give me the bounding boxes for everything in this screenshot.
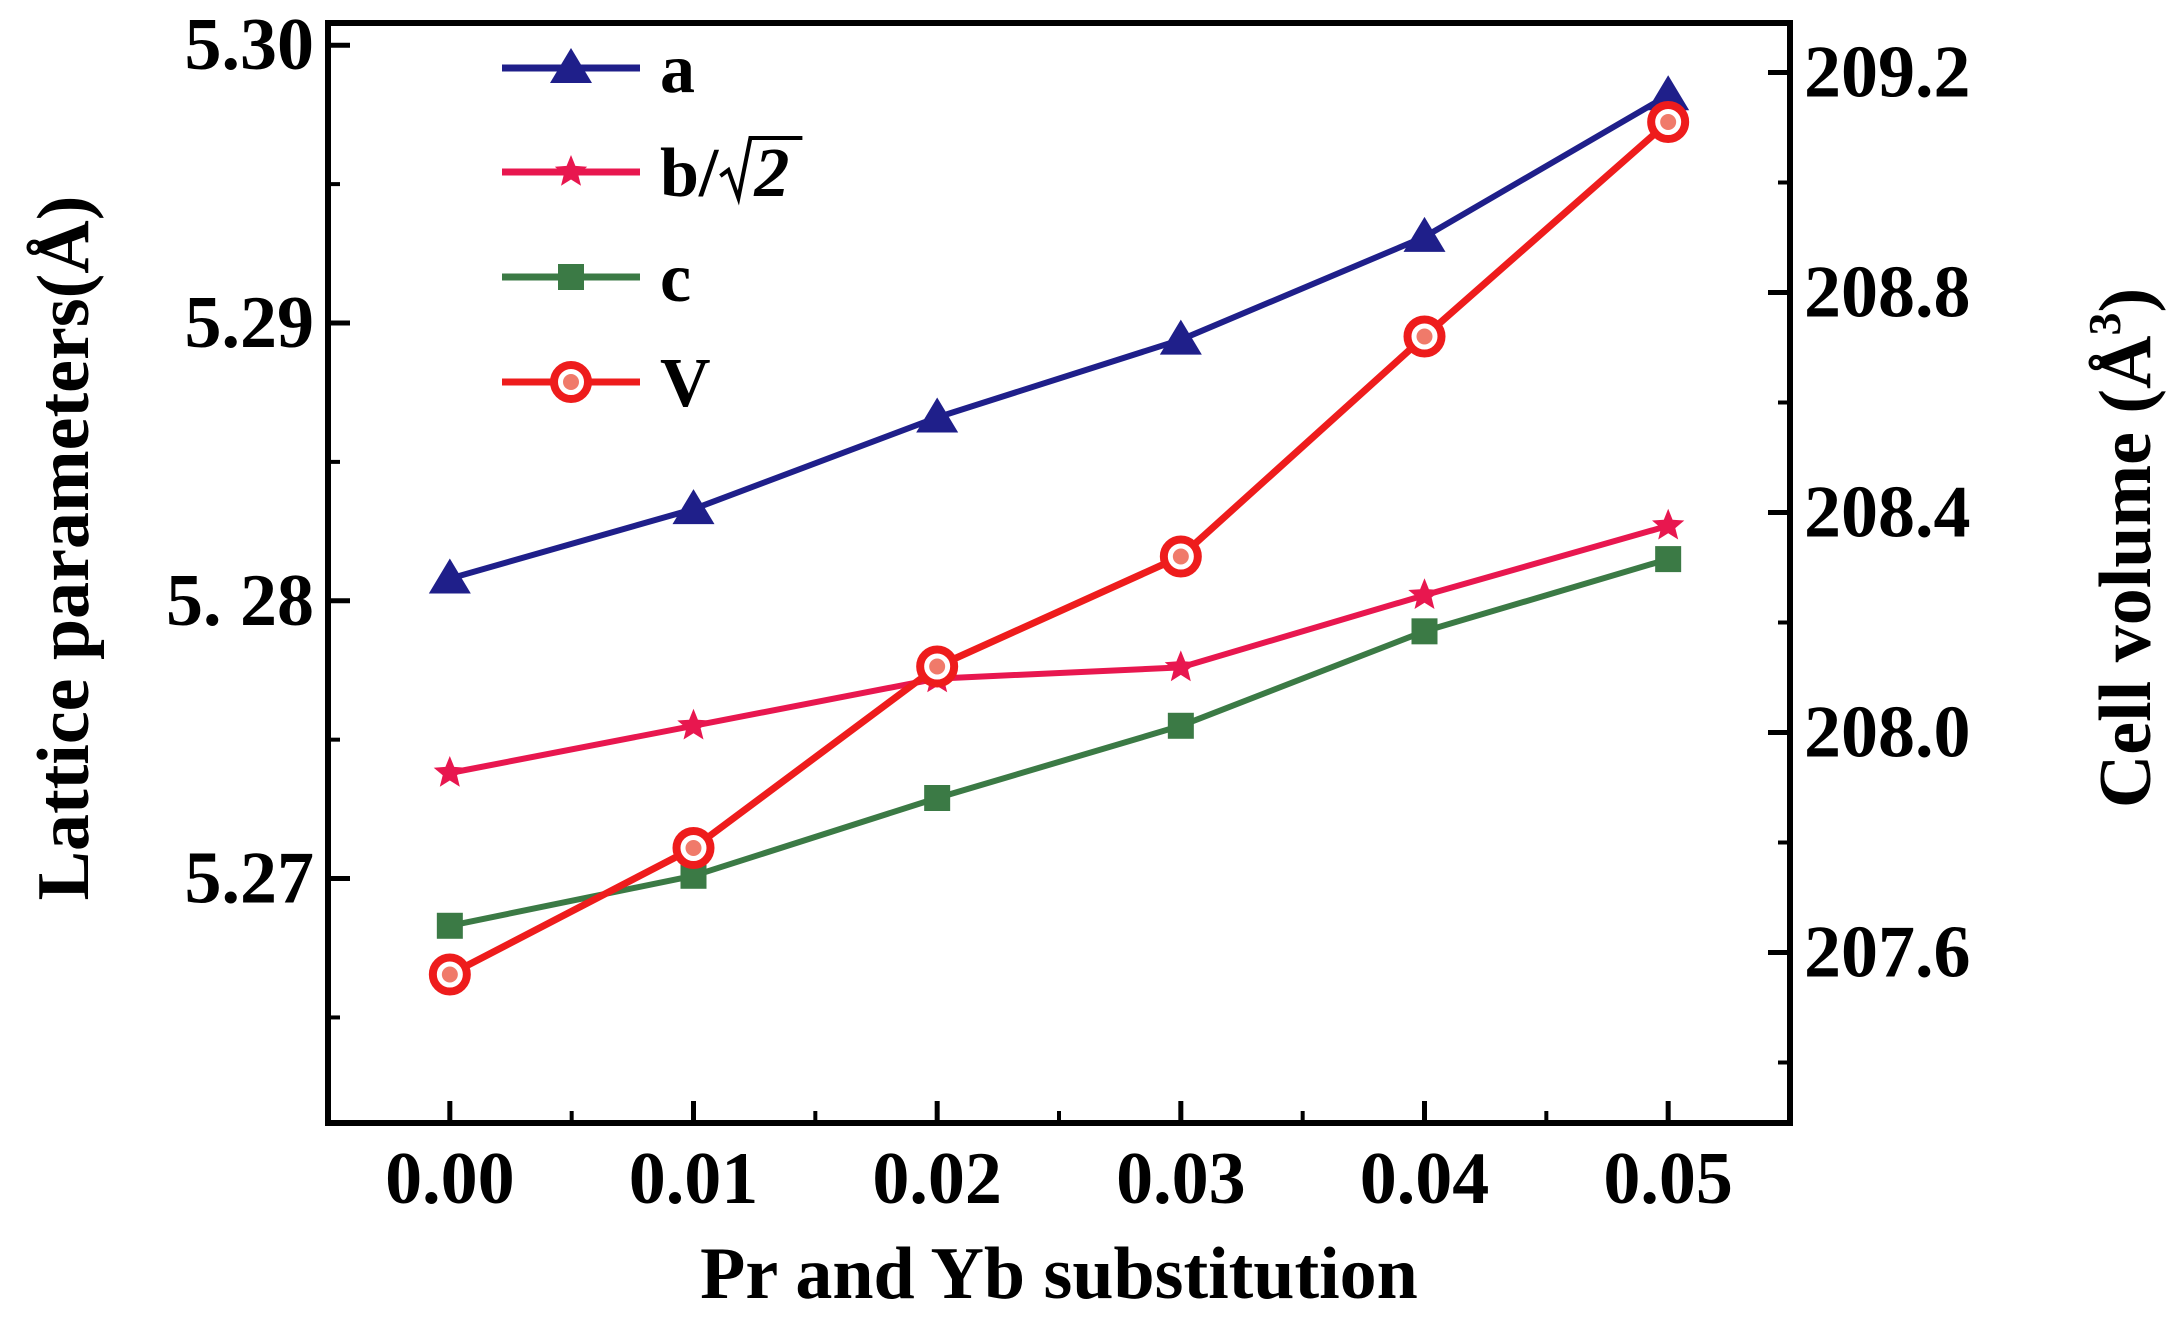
series-star [433, 508, 1685, 787]
sqrt-radical-icon [719, 136, 803, 206]
data-point [433, 756, 466, 787]
y-right-tick-label: 207.6 [1804, 912, 1971, 994]
data-point [1167, 712, 1194, 739]
x-tick-label: 0.01 [629, 1138, 759, 1220]
legend-marker [550, 48, 592, 83]
data-point [1403, 315, 1446, 358]
legend-item: V [502, 345, 711, 422]
data-point [1164, 650, 1197, 682]
legend-marker [558, 264, 584, 290]
plot-area [325, 20, 1793, 1126]
x-tick-label: 0.02 [872, 1138, 1002, 1220]
data-point [1411, 618, 1438, 645]
legend-item: a [502, 31, 695, 108]
data-point [1647, 75, 1690, 111]
legend-item: c [502, 240, 691, 317]
legend-marker [554, 155, 588, 186]
y-axis-left: 5.27 5. 28 5.29 5.30 [166, 4, 350, 1020]
plot-frame [325, 20, 1793, 1126]
x-axis: 0.00 0.01 0.02 0.03 0.04 0.05 [385, 1101, 1733, 1220]
x-axis-title: Pr and Yb substitution [700, 1233, 1418, 1315]
data-point [916, 645, 959, 688]
y-right-tick-label: 208.0 [1804, 692, 1971, 774]
data-point [1652, 508, 1685, 540]
series-triangle [428, 75, 1690, 594]
series-circle [428, 101, 1690, 996]
legend-label: a [660, 31, 695, 108]
data-point [1647, 101, 1690, 143]
y-right-tick-label: 208.4 [1804, 472, 1971, 554]
data-point [672, 827, 715, 869]
y-left-tick-label: 5.29 [185, 282, 315, 364]
legend-label-radicand: 2 [753, 135, 789, 212]
legend-marker [550, 361, 592, 403]
data-point [1159, 535, 1202, 578]
y-right-tick-label: 208.8 [1804, 252, 1971, 334]
legend: ab/2cV [502, 31, 803, 422]
data-point [436, 912, 463, 939]
y-axis-left-title: Lattice parameters(Å) [23, 196, 105, 901]
y-right-tick-label: 209.2 [1804, 32, 1971, 114]
data-point [672, 489, 715, 525]
legend-item: b/2 [502, 135, 803, 212]
data-point [924, 785, 951, 811]
data-point [1403, 216, 1446, 252]
legend-label: c [660, 240, 691, 317]
series-line [448, 119, 1671, 978]
x-tick-label: 0.03 [1116, 1138, 1246, 1220]
data-point [916, 397, 959, 433]
data-point [1159, 319, 1202, 355]
legend-label: b/ [660, 135, 720, 212]
y-axis-right: 207.6 208.0 208.4 208.8 209.2 [1768, 32, 1971, 1065]
data-point [1408, 578, 1441, 609]
x-tick-label: 0.04 [1360, 1138, 1490, 1220]
y-left-tick-label: 5. 28 [166, 560, 314, 642]
data-point [677, 708, 710, 740]
data-point [428, 558, 471, 594]
series-line [448, 92, 1670, 582]
y-left-tick-label: 5.30 [185, 4, 315, 86]
x-tick-label: 0.00 [385, 1138, 515, 1220]
y-left-tick-label: 5.27 [185, 838, 315, 920]
legend-label: V [660, 345, 711, 422]
series-line [449, 556, 1670, 929]
series-square [436, 546, 1682, 939]
x-tick-label: 0.05 [1603, 1138, 1733, 1220]
data-point [1655, 546, 1682, 573]
series-layer [428, 75, 1690, 996]
series-line [449, 522, 1670, 776]
y-axis-right-title: Cell volume (Å3) [2079, 288, 2167, 808]
data-point [428, 953, 471, 996]
